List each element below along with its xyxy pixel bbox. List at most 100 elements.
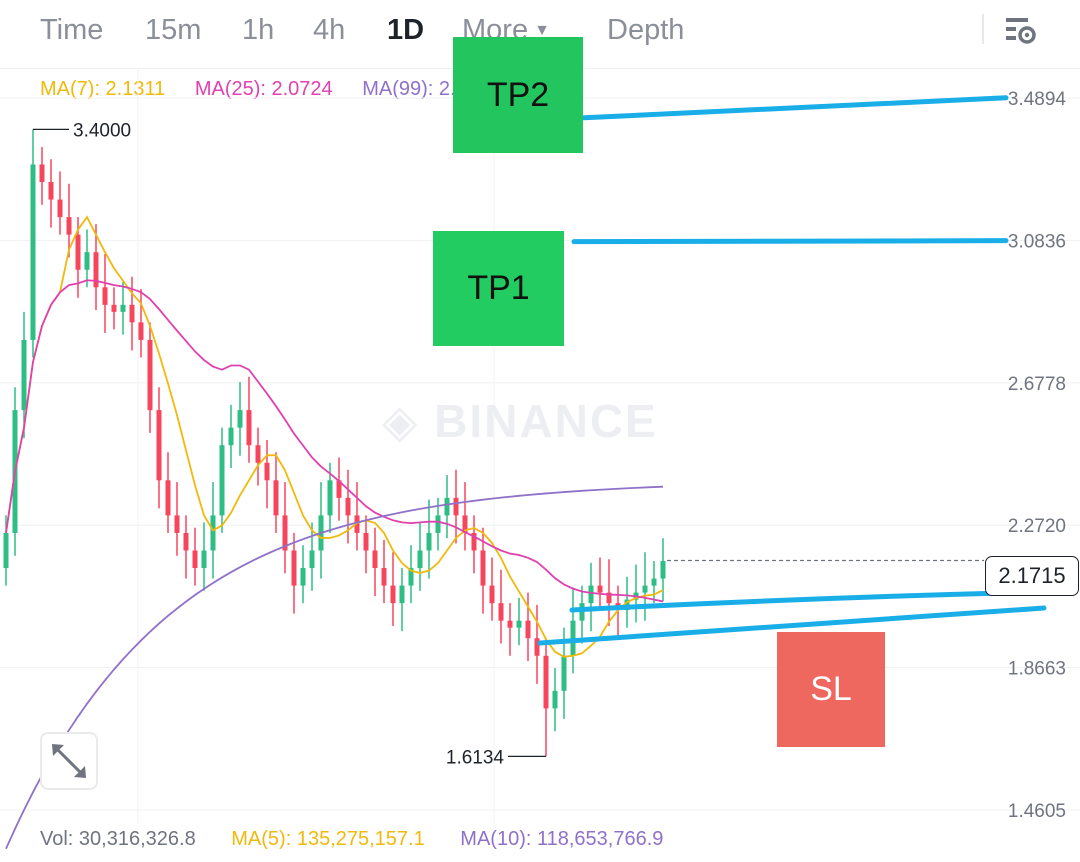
volume-ma5-label: MA(5): 135,275,157.1 [231,828,425,850]
candle-body [210,515,216,551]
candle-body [534,638,540,656]
y-tick-label: 1.8663 [1008,659,1066,680]
tp2-box: TP2 [453,37,583,153]
candle-body [291,550,297,586]
expand-arrows-icon [52,744,86,778]
candle-body [21,339,27,411]
candle-body [597,585,603,593]
candle-body [381,568,387,586]
candle-body [642,585,648,593]
support-upper-line [569,589,1043,613]
tp1-box: TP1 [433,231,564,346]
candle-body [156,410,162,481]
binance-watermark: ◈ BINANCE [382,394,658,448]
candle-body [282,515,288,551]
candle-body [390,585,396,604]
caret-down-icon: ▼ [534,22,550,39]
candle-body [228,427,234,446]
candle-body [120,304,126,312]
ma7-label: MA(7): 2.1311 [40,78,166,100]
candle-body [471,532,477,551]
candle-body [444,497,450,516]
candle-body [183,532,189,551]
y-tick-label: 2.6778 [1008,374,1066,395]
candle-body [561,655,567,691]
candle-body [588,585,594,604]
candle-body [516,620,522,628]
candle-body [453,497,459,516]
candle-body [309,550,315,569]
volume-label: Vol: 30,316,326.8 [40,828,196,850]
candle-body [147,339,153,411]
candle-body [237,410,243,428]
y-tick-label: 3.0836 [1008,231,1066,252]
candle-body [57,199,63,218]
candle-body [651,578,657,586]
candle-body [408,568,414,586]
tab-15m[interactable]: 15m [145,14,202,46]
tab-time[interactable]: Time [40,14,104,46]
high-price-label: 3.4000 [73,120,131,141]
ma7-line [5,215,664,658]
ma25-line [5,279,664,603]
price-ma-legend: MA(7): 2.1311 MA(25): 2.0724 MA(99): 2.4 [40,78,491,101]
candle-body [84,252,90,270]
candle-body [660,561,666,579]
support-lower-line [537,605,1047,646]
candle-body [165,480,171,516]
candle-body [192,550,198,569]
tab-4h[interactable]: 4h [313,14,346,46]
candle-body [93,252,99,288]
candle-body [30,164,36,340]
candle-body [462,515,468,533]
candle-body [417,550,423,569]
tab-divider [982,14,984,44]
candle-body [3,532,9,569]
candle-body [174,515,180,533]
low-price-label: 1.6134 [446,747,505,768]
candle-body [543,655,549,709]
tab-1d[interactable]: 1D [387,14,425,46]
ma99-label: MA(99): 2.4 [362,78,467,100]
candle-body [399,585,405,604]
y-tick-label: 2.2720 [1008,516,1066,537]
tab-depth[interactable]: Depth [607,14,685,46]
y-tick-label: 1.4605 [1008,801,1066,822]
candle-body [219,445,225,516]
candle-body [480,550,486,586]
candle-body [129,304,135,323]
candle-body [66,217,72,235]
candle-body [363,532,369,551]
candle-body [525,620,531,639]
candle-body [507,620,513,628]
tab-1h[interactable]: 1h [242,14,275,46]
candle-body [336,480,342,498]
current-price-marker: 2.1715 [985,556,1079,596]
candle-body [273,480,279,516]
interval-tabs: Time 15m 1h 4h 1D More ▼ Depth [0,0,1080,66]
expand-chart-button[interactable] [40,732,98,790]
candle-body [201,550,207,569]
candle-body [345,497,351,516]
candle-body [39,164,45,183]
candle-body [426,532,432,551]
ma99-line [5,485,664,850]
candle-body [255,445,261,463]
candle-body [264,462,270,481]
volume-ma10-label: MA(10): 118,653,766.9 [460,828,664,850]
candle-body [498,603,504,621]
watermark-text: BINANCE [434,395,658,447]
sl-box: SL [777,632,885,747]
candle-body [102,287,108,305]
tp1-line [571,238,1009,245]
volume-legend: Vol: 30,316,326.8 MA(5): 135,275,157.1 M… [40,828,693,851]
candle-body [606,592,612,604]
candle-body [111,304,117,312]
candle-body [354,515,360,533]
candle-body [246,410,252,446]
candle-body [300,568,306,586]
binance-logo-icon: ◈ [382,395,420,447]
chart-settings-icon[interactable] [1000,12,1040,52]
candle-body [327,480,333,516]
